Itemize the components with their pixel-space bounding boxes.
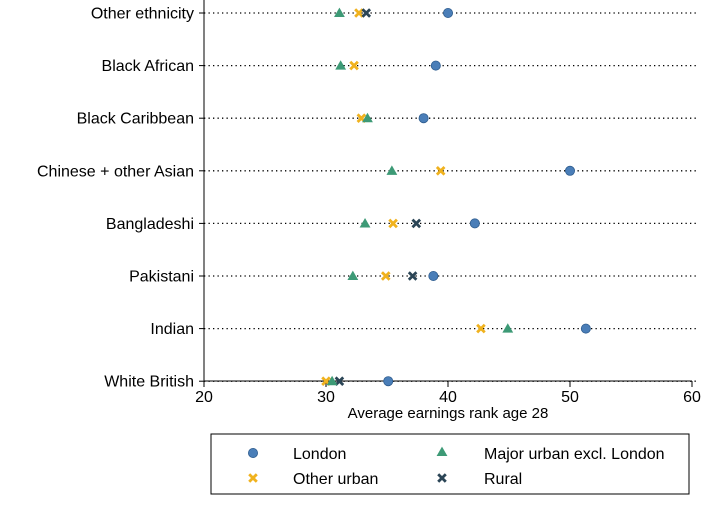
category-labels: Other ethnicity Black African Black Caribb… bbox=[37, 6, 194, 391]
data-point bbox=[580, 323, 591, 334]
x-tick-label: 40 bbox=[439, 389, 457, 406]
legend-label: Major urban excl. London bbox=[484, 446, 665, 463]
data-point bbox=[335, 60, 347, 70]
legend-marker bbox=[247, 447, 258, 458]
data-point bbox=[334, 376, 345, 386]
axes: Average earnings rank age 28 bbox=[203, 0, 692, 422]
legend-box bbox=[210, 433, 690, 495]
x-tick-labels: 20 30 40 50 60 bbox=[195, 381, 701, 406]
data-point bbox=[442, 7, 453, 18]
data-point bbox=[435, 166, 446, 176]
data-point bbox=[383, 376, 394, 387]
grid-lines bbox=[199, 12, 698, 382]
data-point bbox=[354, 8, 364, 18]
category-label: Chinese + other Asian bbox=[37, 163, 194, 180]
category-label: White British bbox=[104, 374, 194, 391]
data-point bbox=[380, 271, 391, 281]
legend: London Major urban excl. London Other urba… bbox=[210, 433, 690, 495]
x-tick-label: 30 bbox=[317, 389, 335, 406]
x-axis-label: Average earnings rank age 28 bbox=[348, 405, 549, 422]
data-point bbox=[361, 8, 372, 18]
legend-label: Other urban bbox=[293, 471, 378, 488]
category-label: Other ethnicity bbox=[91, 6, 194, 23]
category-label: Indian bbox=[150, 321, 194, 338]
data-point bbox=[411, 218, 422, 229]
data-point bbox=[326, 375, 338, 386]
legend-marker bbox=[437, 473, 447, 483]
x-tick-label: 60 bbox=[683, 389, 701, 406]
data-point bbox=[430, 60, 441, 71]
data-point bbox=[388, 218, 398, 229]
legend-label: Rural bbox=[484, 471, 522, 488]
legend-label: London bbox=[293, 446, 346, 463]
data-point bbox=[476, 323, 486, 334]
x-tick-label: 50 bbox=[561, 389, 579, 406]
data-point bbox=[502, 323, 514, 333]
legend-items: London Major urban excl. London Other urba… bbox=[247, 446, 665, 488]
data-point bbox=[407, 271, 418, 281]
data-point bbox=[418, 113, 429, 124]
data-point bbox=[362, 112, 373, 123]
data-point bbox=[469, 218, 480, 229]
data-point bbox=[334, 7, 345, 18]
data-point bbox=[347, 270, 359, 281]
category-label: Black African bbox=[102, 58, 194, 75]
data-point bbox=[359, 218, 371, 228]
x-tick-label: 20 bbox=[195, 389, 213, 406]
category-label: Black Caribbean bbox=[77, 111, 194, 128]
data-point bbox=[428, 270, 439, 281]
category-label: Pakistani bbox=[129, 269, 194, 286]
data-point bbox=[386, 165, 398, 175]
category-label: Bangladeshi bbox=[106, 216, 194, 233]
data-points bbox=[321, 7, 591, 387]
legend-marker bbox=[248, 473, 258, 483]
data-point bbox=[565, 165, 576, 176]
data-point bbox=[349, 60, 359, 71]
legend-marker bbox=[436, 446, 448, 457]
